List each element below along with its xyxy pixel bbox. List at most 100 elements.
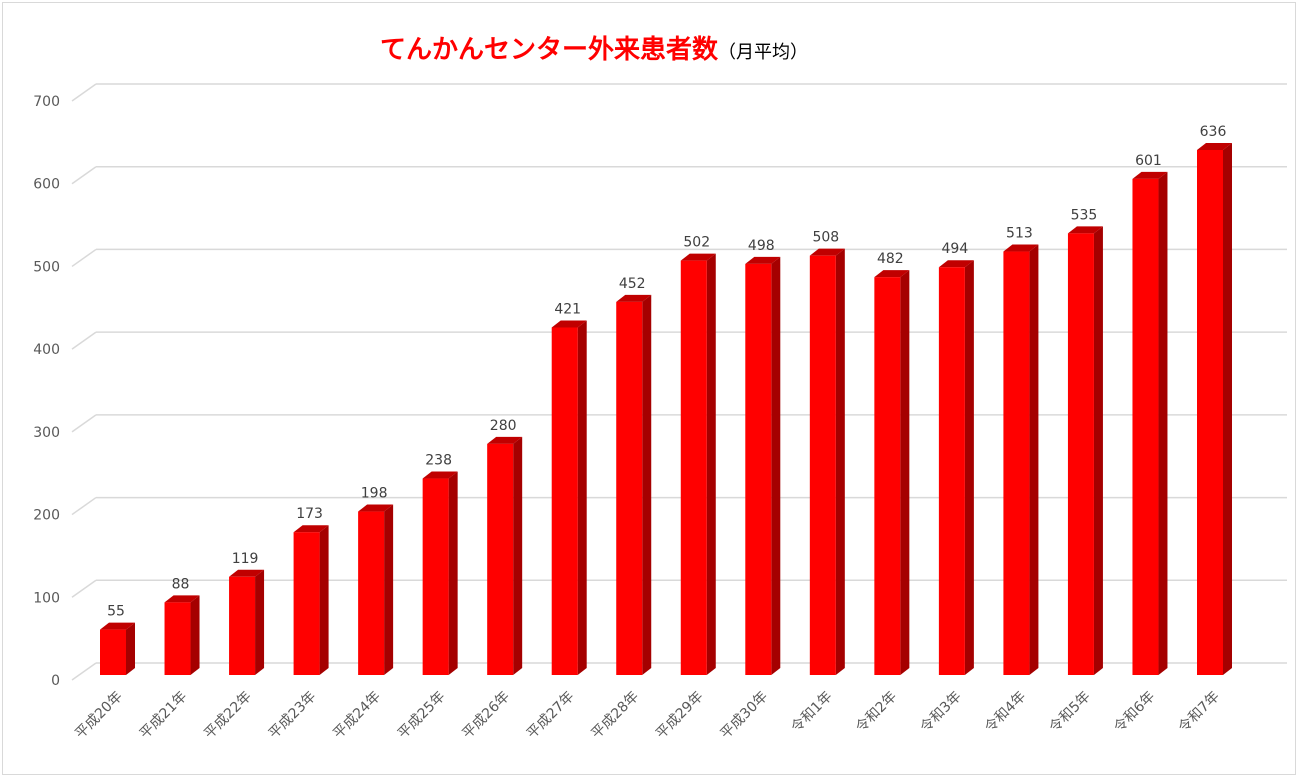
bar-令和6年: 601 令和6年 bbox=[1111, 153, 1168, 736]
y-tick-label: 700 bbox=[33, 94, 60, 110]
chart-title-main: てんかんセンター外来患者数 bbox=[380, 35, 719, 65]
y-tick-label: 600 bbox=[33, 177, 60, 193]
bar-令和7年: 636 令和7年 bbox=[1176, 124, 1232, 736]
bar-side bbox=[513, 436, 523, 675]
chart-title: てんかんセンター外来患者数（月平均） bbox=[380, 35, 808, 65]
bar-front bbox=[1067, 233, 1094, 676]
bar-side bbox=[384, 504, 394, 675]
bar-top bbox=[809, 248, 845, 256]
bar-front bbox=[229, 576, 256, 675]
bar-front bbox=[358, 511, 385, 675]
x-tick-label: 令和6年 bbox=[1111, 689, 1158, 736]
bar-front bbox=[100, 629, 126, 675]
bar-top bbox=[616, 294, 652, 302]
x-tick-label: 令和7年 bbox=[1176, 689, 1223, 736]
x-tick-label: 平成20年 bbox=[72, 689, 126, 743]
bar-top bbox=[358, 504, 394, 512]
bar-front bbox=[164, 602, 191, 675]
bar-side bbox=[1158, 171, 1168, 675]
bar-top bbox=[680, 253, 716, 261]
data-label: 601 bbox=[1135, 153, 1162, 169]
bar-top bbox=[229, 569, 265, 577]
data-label: 88 bbox=[172, 576, 190, 592]
bar-front bbox=[616, 301, 643, 675]
bar-side bbox=[771, 256, 781, 675]
bar-side bbox=[1223, 143, 1232, 675]
chart-title-suffix: （月平均） bbox=[718, 42, 808, 63]
y-tick-label: 200 bbox=[33, 508, 60, 524]
bar-top bbox=[487, 436, 523, 444]
x-tick-label: 平成29年 bbox=[653, 689, 707, 743]
bar-front bbox=[1003, 251, 1030, 675]
data-label: 173 bbox=[296, 506, 323, 522]
bar-front bbox=[551, 327, 578, 675]
data-label: 636 bbox=[1200, 124, 1227, 140]
x-tick-label: 令和3年 bbox=[917, 689, 964, 736]
data-label: 502 bbox=[683, 235, 710, 251]
bar-front bbox=[938, 267, 965, 675]
gridline-diagonal bbox=[71, 496, 97, 516]
bar-front bbox=[745, 263, 772, 675]
data-label: 421 bbox=[554, 301, 581, 317]
x-tick-label: 令和5年 bbox=[1046, 689, 1093, 736]
data-label: 280 bbox=[490, 418, 517, 434]
data-label: 535 bbox=[1071, 207, 1098, 223]
bar-front bbox=[680, 260, 707, 675]
bar-side bbox=[577, 320, 587, 675]
bar-front bbox=[874, 277, 901, 675]
x-tick-label: 平成22年 bbox=[201, 689, 255, 743]
bar-front bbox=[1197, 150, 1223, 675]
bar-令和5年: 535 令和5年 bbox=[1046, 207, 1103, 736]
x-tick-label: 平成26年 bbox=[459, 689, 513, 743]
bar-平成30年: 498 平成30年 bbox=[718, 238, 781, 742]
bar-top bbox=[1003, 244, 1039, 252]
bar-side bbox=[1093, 226, 1103, 676]
x-tick-label: 令和1年 bbox=[788, 689, 835, 736]
bar-side bbox=[900, 270, 910, 675]
data-label: 198 bbox=[361, 486, 388, 502]
y-tick-label: 100 bbox=[33, 590, 60, 606]
x-tick-label: 平成23年 bbox=[266, 689, 320, 743]
gridline-diagonal bbox=[71, 662, 97, 681]
bar-平成27年: 421 平成27年 bbox=[524, 301, 587, 742]
bar-平成28年: 452 平成28年 bbox=[588, 276, 652, 743]
gridline-diagonal bbox=[71, 414, 97, 433]
bar-top bbox=[938, 260, 974, 268]
x-tick-label: 令和4年 bbox=[982, 689, 1029, 736]
data-label: 494 bbox=[942, 241, 969, 257]
x-tick-label: 平成28年 bbox=[588, 689, 642, 743]
bar-side bbox=[190, 595, 200, 675]
data-label: 482 bbox=[877, 251, 904, 267]
y-tick-label: 0 bbox=[51, 673, 60, 689]
bar-side bbox=[642, 294, 652, 675]
bar-top bbox=[1197, 143, 1232, 150]
data-label: 508 bbox=[812, 230, 839, 246]
gridline-diagonal bbox=[71, 248, 97, 268]
bar-平成22年: 119 平成22年 bbox=[201, 551, 265, 743]
y-tick-label: 300 bbox=[33, 425, 60, 441]
bar-side bbox=[319, 525, 329, 675]
bar-front bbox=[809, 255, 836, 675]
y-tick-label: 500 bbox=[33, 259, 60, 275]
bar-front bbox=[1132, 178, 1159, 675]
bar-top bbox=[100, 622, 135, 630]
bar-平成29年: 502 平成29年 bbox=[653, 235, 716, 743]
y-tick-label: 400 bbox=[33, 342, 60, 358]
bar-平成25年: 238 平成25年 bbox=[395, 453, 458, 742]
bar-side bbox=[255, 569, 265, 675]
bar-top bbox=[293, 525, 329, 533]
bar-令和3年: 494 令和3年 bbox=[917, 241, 974, 736]
data-label: 452 bbox=[619, 276, 646, 292]
bar-令和4年: 513 令和4年 bbox=[982, 226, 1039, 736]
bar-top bbox=[1132, 171, 1168, 179]
bar-平成21年: 88 平成21年 bbox=[137, 576, 200, 742]
gridline-diagonal bbox=[71, 166, 97, 185]
x-tick-label: 平成24年 bbox=[330, 689, 384, 743]
x-tick-label: 平成27年 bbox=[524, 689, 578, 743]
bar-side bbox=[1029, 244, 1039, 675]
bar-front bbox=[422, 478, 449, 675]
bar-令和1年: 508 令和1年 bbox=[788, 230, 845, 736]
bar-side bbox=[448, 471, 458, 675]
